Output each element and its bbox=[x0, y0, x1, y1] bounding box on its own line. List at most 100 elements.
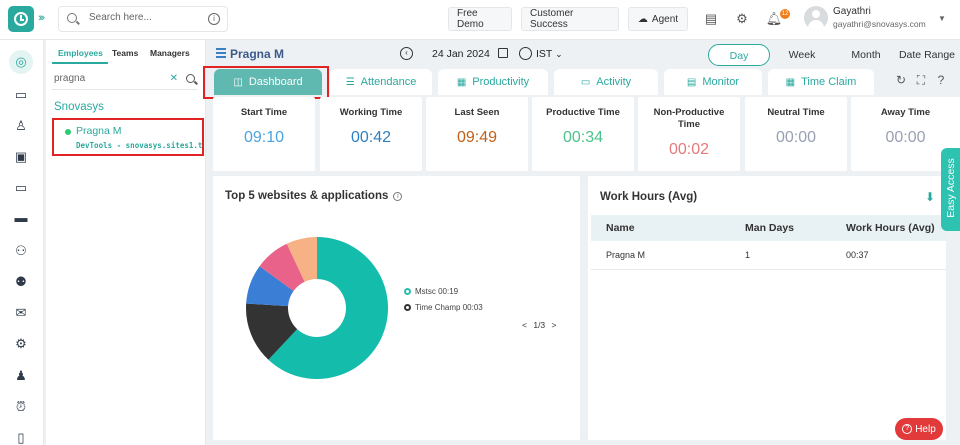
clear-icon[interactable]: ✕ bbox=[169, 73, 178, 84]
mail-nav-icon[interactable]: ✉ bbox=[15, 305, 27, 320]
users-nav-icon[interactable]: ⚇ bbox=[15, 243, 27, 258]
legend-item[interactable]: Mstsc 00:19 bbox=[404, 287, 483, 296]
settings-icon[interactable]: ⚙ bbox=[736, 11, 748, 26]
file-nav-icon[interactable]: ▯ bbox=[17, 430, 25, 445]
tab-employees[interactable]: Employees bbox=[58, 48, 103, 58]
free-demo-button[interactable]: Free Demo bbox=[448, 7, 512, 31]
top-apps-title-text: Top 5 websites & applications bbox=[225, 190, 389, 202]
stat-working-time: Working Time 00:42 bbox=[320, 97, 422, 171]
legend-pager: < 1/3 > bbox=[522, 320, 557, 330]
easy-access-tab[interactable]: Easy Access bbox=[941, 148, 960, 231]
monitor-nav-icon[interactable]: ▭ bbox=[14, 180, 28, 195]
legend-label: Mstsc 00:19 bbox=[415, 287, 459, 296]
stat-neutral-time: Neutral Time 00:00 bbox=[745, 97, 847, 171]
notification-badge: 12 bbox=[780, 9, 790, 19]
fullscreen-icon[interactable]: ⛶ bbox=[916, 73, 926, 87]
online-status-dot bbox=[65, 129, 71, 135]
stat-label: Productive Time bbox=[546, 107, 620, 118]
briefcase-nav-icon[interactable]: ▣ bbox=[14, 149, 28, 164]
stat-label: Away Time bbox=[880, 107, 931, 118]
tab-label: Monitor bbox=[702, 76, 740, 88]
range-day-tab[interactable]: Day bbox=[708, 44, 770, 66]
cell-man-days: 1 bbox=[745, 250, 751, 260]
chevron-left-icon[interactable]: < bbox=[522, 320, 527, 330]
global-search: i bbox=[58, 6, 228, 32]
stat-cards: Start Time 09:10 Working Time 00:42 Last… bbox=[213, 97, 960, 171]
calendar-nav-icon[interactable]: ▭ bbox=[14, 87, 28, 102]
chevron-right-icon[interactable]: > bbox=[551, 320, 557, 330]
tab-monitor[interactable]: ▤ Monitor bbox=[664, 69, 762, 95]
employee-search-input[interactable] bbox=[54, 73, 164, 84]
tab-label: Dashboard bbox=[248, 76, 303, 88]
tab-productivity[interactable]: ▦ Productivity bbox=[438, 69, 548, 95]
stat-label: Working Time bbox=[339, 107, 403, 118]
tool-icons: ↻ ⛶ ? bbox=[894, 73, 948, 88]
column-header: Man Days bbox=[745, 222, 795, 234]
avatar[interactable] bbox=[804, 6, 828, 30]
stat-value: 00:00 bbox=[775, 129, 817, 146]
card-nav-icon[interactable]: ▬ bbox=[14, 210, 28, 225]
tab-label: Activity bbox=[596, 76, 632, 88]
team-nav-icon[interactable]: ⚉ bbox=[15, 274, 27, 289]
stat-label: Non-Productive Time bbox=[653, 107, 725, 130]
timezone-select[interactable]: IST ⌄ bbox=[536, 48, 563, 60]
bell-icon[interactable]: 🔔︎ bbox=[765, 11, 783, 26]
search-icon[interactable] bbox=[186, 74, 195, 83]
search-icon bbox=[67, 13, 77, 23]
module-tabs: ◫ Dashboard ☰ Attendance ▦ Productivity … bbox=[208, 68, 960, 96]
range-date-range-tab[interactable]: Date Range bbox=[898, 49, 956, 61]
employee-list-item[interactable]: Pragna M DevTools - snovasys.sites1.t... bbox=[52, 118, 204, 156]
stat-non-productive-time: Non-Productive Time 00:02 bbox=[638, 97, 740, 171]
app-logo[interactable] bbox=[8, 6, 34, 32]
user-name: Gayathri bbox=[833, 6, 871, 17]
tab-attendance[interactable]: ☰ Attendance bbox=[330, 69, 432, 95]
info-icon[interactable]: i bbox=[208, 13, 220, 25]
range-week-tab[interactable]: Week bbox=[788, 49, 816, 61]
monitor-icon: ▭ bbox=[580, 76, 591, 88]
expand-sidebar-icon[interactable]: ››› bbox=[38, 12, 45, 24]
person-nav-icon[interactable]: ♟ bbox=[15, 368, 27, 383]
screen-icon: ▤ bbox=[686, 76, 697, 88]
tab-time-claim[interactable]: ▦ Time Claim bbox=[768, 69, 874, 95]
date-display[interactable]: 24 Jan 2024 bbox=[432, 48, 490, 60]
table-row[interactable]: Pragna M 1 00:37 bbox=[591, 242, 946, 270]
checklist-icon: ☰ bbox=[345, 76, 355, 88]
tab-label: Time Claim bbox=[801, 76, 857, 88]
range-month-tab[interactable]: Month bbox=[851, 49, 881, 61]
alarm-nav-icon[interactable]: ⏰︎ bbox=[15, 399, 27, 414]
chevron-down-icon[interactable]: ▼ bbox=[938, 14, 946, 23]
agent-button[interactable]: ☁ Agent bbox=[628, 7, 688, 31]
document-icon[interactable]: ▤ bbox=[704, 11, 718, 26]
dashboard-icon: ◫ bbox=[233, 76, 243, 88]
stat-label: Start Time bbox=[240, 107, 288, 118]
calendar-icon[interactable] bbox=[498, 48, 508, 58]
legend-marker bbox=[404, 288, 411, 295]
stat-value: 09:49 bbox=[456, 129, 498, 146]
global-search-input[interactable] bbox=[89, 12, 199, 23]
legend-label: Time Champ 00:03 bbox=[415, 303, 483, 312]
tab-managers[interactable]: Managers bbox=[150, 48, 190, 58]
stat-value: 09:10 bbox=[243, 129, 285, 146]
help-circle-icon[interactable]: ? bbox=[937, 73, 945, 87]
tab-teams[interactable]: Teams bbox=[112, 48, 139, 58]
user-email: gayathri@snovasys.com bbox=[833, 19, 926, 29]
help-button[interactable]: ? Help bbox=[895, 418, 943, 440]
pager-text: 1/3 bbox=[533, 320, 546, 330]
download-icon[interactable]: ⬇ bbox=[925, 190, 936, 204]
customer-success-button[interactable]: Customer Success bbox=[521, 7, 619, 31]
dashboard-nav-icon[interactable]: ◎ bbox=[9, 50, 33, 74]
user-nav-icon[interactable]: ♙ bbox=[15, 118, 27, 133]
gear-nav-icon[interactable]: ⚙ bbox=[15, 336, 27, 351]
top-apps-panel bbox=[213, 176, 580, 440]
tab-activity[interactable]: ▭ Activity bbox=[554, 69, 658, 95]
menu-icon[interactable] bbox=[216, 48, 226, 58]
org-name[interactable]: Snovasys bbox=[54, 101, 104, 113]
legend-item[interactable]: Time Champ 00:03 bbox=[404, 303, 483, 312]
active-tab-underline bbox=[52, 62, 108, 64]
work-hours-table-header: Name Man Days Work Hours (Avg) bbox=[591, 215, 946, 241]
tab-dashboard[interactable]: ◫ Dashboard bbox=[214, 69, 322, 95]
info-icon[interactable]: i bbox=[393, 192, 403, 201]
clock-icon[interactable] bbox=[519, 47, 532, 60]
previous-day-icon[interactable]: ‹ bbox=[400, 47, 413, 60]
refresh-icon[interactable]: ↻ bbox=[895, 73, 907, 87]
